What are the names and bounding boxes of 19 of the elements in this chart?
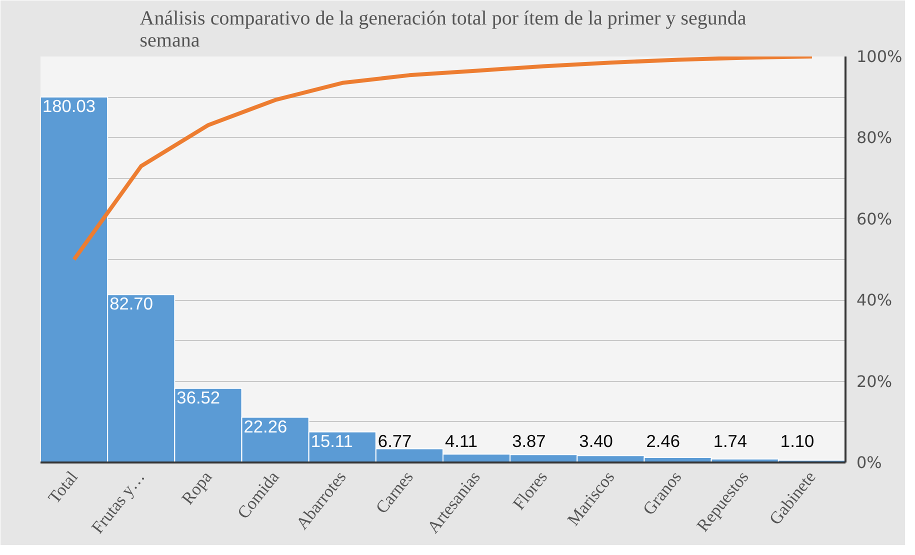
- y2-tick-label: 20%: [856, 372, 892, 391]
- data-label: 22.26: [244, 416, 288, 436]
- data-label: 3.40: [579, 431, 613, 452]
- data-label: 15.11: [310, 430, 353, 451]
- data-label: 180.03: [42, 96, 96, 116]
- y2-tick-label: 80%: [856, 128, 892, 148]
- data-label: 4.11: [445, 431, 478, 452]
- y2-tick-label: 60%: [856, 209, 892, 228]
- data-label: 1.74: [713, 431, 748, 452]
- y2-tick-label: 0%: [856, 453, 882, 472]
- data-label: 36.52: [176, 387, 220, 408]
- data-label: 1.10: [780, 431, 814, 452]
- data-label: 82.70: [110, 294, 153, 314]
- data-label: 6.77: [378, 431, 412, 452]
- data-label: 3.87: [512, 431, 546, 452]
- data-label: 2.46: [646, 431, 680, 452]
- chart-title: Análisis comparativo de la generación total por ítem de la primer y segunda semana: [140, 8, 746, 52]
- y2-tick-label: 100%: [856, 47, 902, 66]
- y2-tick-label: 40%: [856, 290, 892, 310]
